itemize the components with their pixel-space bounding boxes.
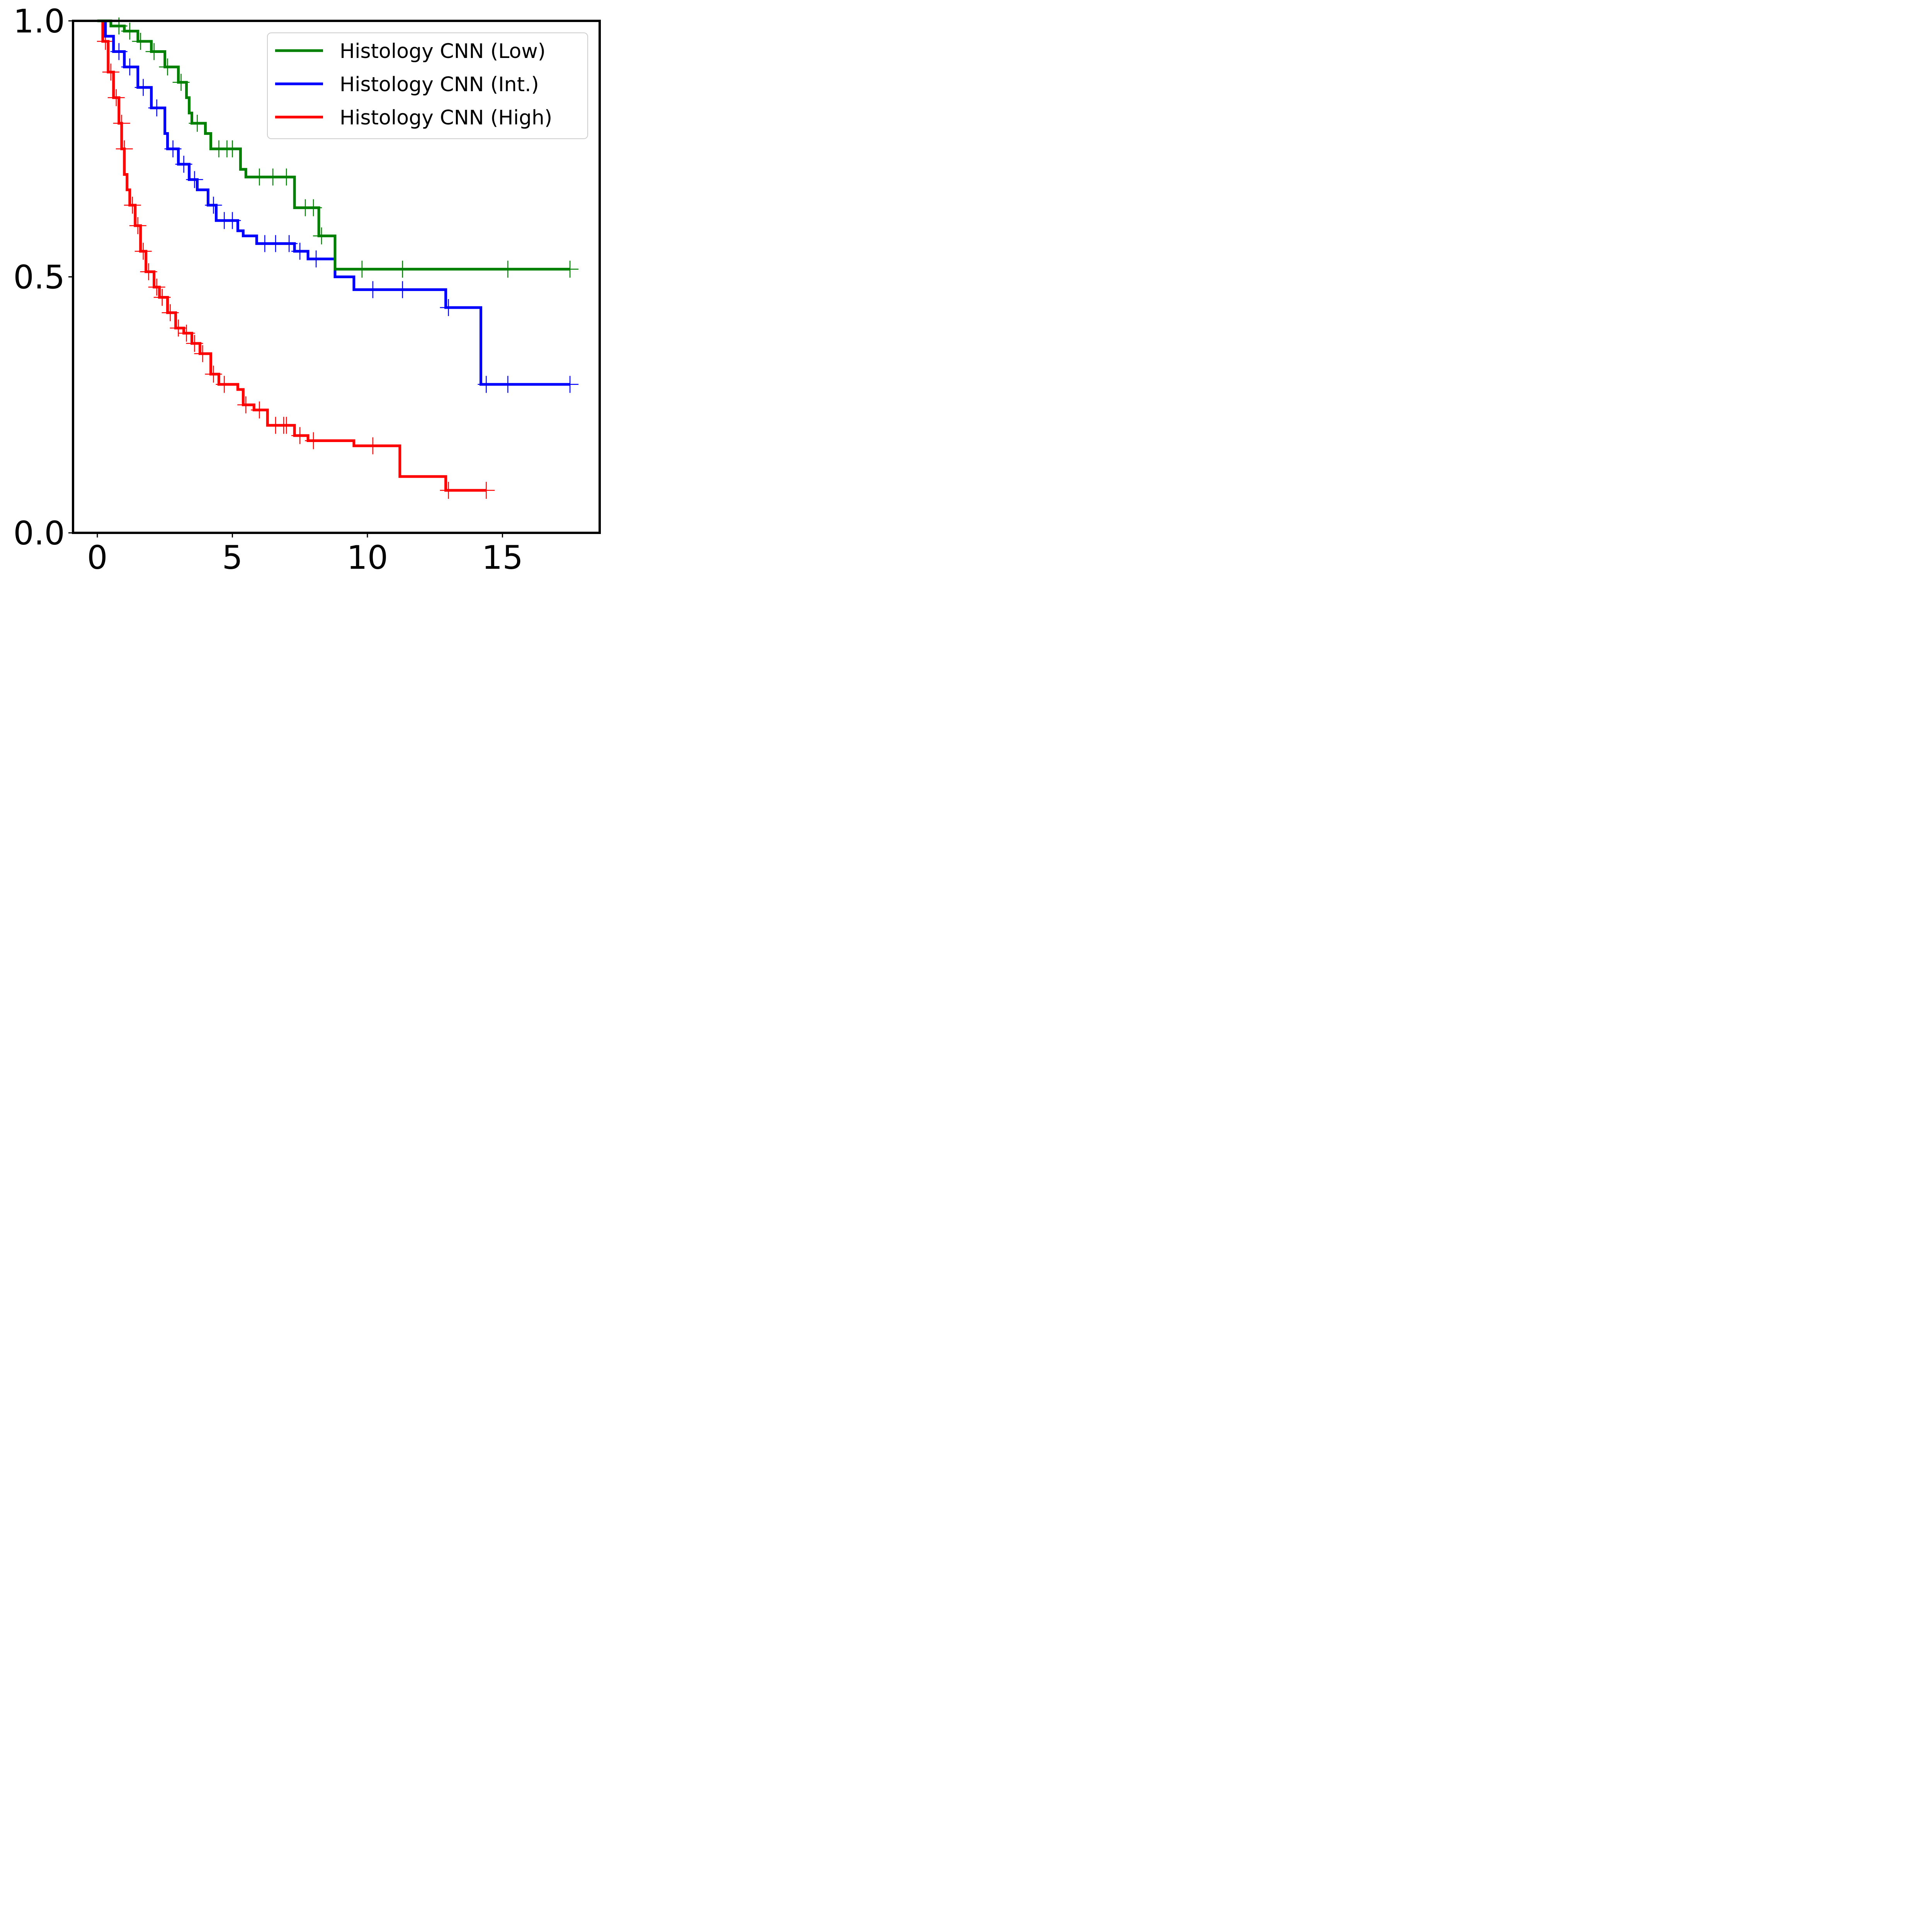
censor-mark-2-24 [305,432,322,449]
censor-mark-1-13 [291,243,309,260]
censor-mark-2-16 [205,366,222,383]
y-tick-label-1: 0.5 [13,259,65,296]
x-tick-label-2: 10 [347,539,388,577]
x-tick-label-1: 5 [222,539,243,577]
x-tick-label-3: 15 [482,539,523,577]
censor-mark-2-3 [113,115,130,132]
legend-label-0: Histology CNN (Low) [340,40,546,63]
censor-mark-2-27 [478,482,495,499]
censor-mark-0-17 [394,260,411,278]
censor-mark-0-19 [561,260,579,278]
survival-curve-2 [97,19,486,492]
censor-mark-0-9 [224,140,241,158]
censor-mark-0-1 [121,22,138,40]
censor-mark-1-4 [164,140,182,158]
censor-mark-2-15 [194,345,211,362]
censor-mark-2-26 [440,482,457,499]
censor-mark-1-19 [499,376,517,393]
censor-mark-2-7 [134,243,152,260]
censor-mark-1-15 [364,281,381,298]
x-tick-label-0: 0 [87,539,107,577]
legend-box [267,32,588,139]
survival-curve-1 [97,19,570,386]
series-1 [97,19,579,393]
censor-mark-0-2 [132,33,149,50]
censor-mark-2-8 [140,263,157,281]
censor-mark-2-25 [364,437,381,454]
censor-mark-2-14 [186,335,203,352]
censor-mark-1-2 [134,79,152,96]
censor-mark-1-0 [110,43,128,60]
legend: Histology CNN (Low) Histology CNN (Int.) H… [267,32,588,139]
censor-mark-2-18 [237,396,255,413]
censor-mark-2-2 [107,89,125,106]
plot-frame [72,20,601,534]
censor-mark-0-12 [278,168,295,186]
censor-mark-1-20 [561,376,579,393]
legend-label-2: Histology CNN (High) [340,106,552,129]
censor-mark-2-12 [170,320,187,337]
censor-mark-2-4 [116,140,133,158]
censor-mark-1-17 [440,299,457,316]
survival-curve-0 [97,19,570,271]
censor-mark-0-3 [145,43,163,60]
censor-mark-0-15 [313,227,330,245]
censor-mark-1-12 [281,235,298,252]
y-tick-label-0: 0.0 [13,514,65,552]
survival-chart: 0 5 10 150.00.51.0 Histology CNN (Low)Histo… [0,0,606,583]
censor-mark-2-17 [216,376,233,393]
censor-mark-2-13 [178,325,195,342]
axis-ticks: 0 5 10 15 0.0 0.5 1.0 [13,2,523,577]
censor-mark-2-10 [153,289,171,306]
censor-mark-2-23 [291,427,309,444]
y-tick-label-2: 1.0 [13,2,65,40]
censor-mark-2-6 [129,217,146,234]
censor-mark-1-5 [175,156,192,173]
censor-mark-1-9 [224,212,241,229]
censor-mark-1-1 [121,58,138,76]
censor-mark-1-18 [478,376,495,393]
censor-mark-2-11 [162,304,179,321]
censor-mark-1-6 [186,171,203,188]
censor-mark-1-14 [308,250,325,268]
censor-mark-2-5 [124,197,141,214]
series-layer [97,17,579,499]
censor-mark-0-16 [353,260,371,278]
censor-mark-2-1 [102,63,119,81]
censor-mark-2-9 [148,279,165,296]
censor-mark-0-5 [172,74,190,91]
censor-mark-0-6 [189,115,206,132]
censor-mark-1-16 [394,281,411,298]
censor-mark-2-19 [251,401,268,418]
censor-mark-0-4 [159,58,176,76]
censor-mark-0-18 [499,260,517,278]
censor-mark-0-14 [305,199,322,216]
legend-label-1: Histology CNN (Int.) [340,73,539,96]
censor-mark-2-22 [278,417,295,434]
series-0 [97,17,579,278]
censor-mark-1-7 [205,197,222,214]
censor-mark-1-3 [148,99,165,117]
